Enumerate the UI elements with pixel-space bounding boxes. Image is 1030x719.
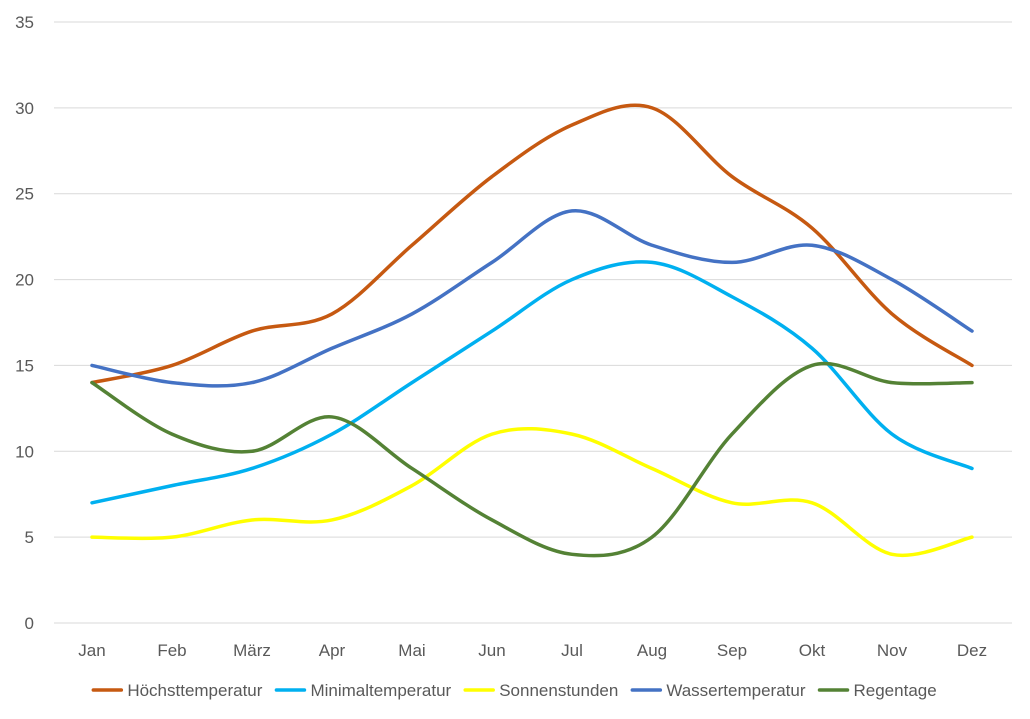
x-tick-label: Mai bbox=[398, 641, 425, 660]
x-tick-label: Feb bbox=[157, 641, 186, 660]
x-tick-label: Jan bbox=[78, 641, 105, 660]
y-tick-label: 20 bbox=[15, 271, 34, 290]
series-line-wassertemperatur bbox=[90, 209, 974, 388]
y-tick-label: 35 bbox=[15, 13, 34, 32]
series-line-hoechsttemperatur bbox=[90, 103, 974, 385]
y-tick-label: 10 bbox=[15, 442, 34, 461]
y-tick-label: 25 bbox=[15, 185, 34, 204]
y-tick-label: 0 bbox=[25, 614, 34, 633]
legend-label-regentage: Regentage bbox=[854, 681, 937, 700]
y-axis-ticks: 0 5 10 15 20 25 30 35 bbox=[15, 13, 34, 633]
legend-label-minimaltemperatur: Minimaltemperatur bbox=[310, 681, 451, 700]
legend-label-sonnenstunden: Sonnenstunden bbox=[499, 681, 618, 700]
x-tick-label: Nov bbox=[877, 641, 908, 660]
legend-label-hoechsttemperatur: Höchsttemperatur bbox=[127, 681, 262, 700]
series-line-regentage bbox=[90, 361, 974, 558]
series-line-minimaltemperatur bbox=[90, 260, 974, 505]
legend: Höchsttemperatur Minimaltemperatur Sonnens… bbox=[91, 681, 937, 700]
x-tick-label: März bbox=[233, 641, 271, 660]
y-tick-label: 30 bbox=[15, 99, 34, 118]
x-tick-label: Jul bbox=[561, 641, 583, 660]
x-tick-label: Aug bbox=[637, 641, 667, 660]
x-tick-label: Jun bbox=[478, 641, 505, 660]
x-tick-label: Apr bbox=[319, 641, 346, 660]
gridlines bbox=[54, 21, 1012, 624]
x-tick-label: Okt bbox=[799, 641, 826, 660]
x-axis-ticks: Jan Feb März Apr Mai Jun Jul Aug Sep Okt Nov Dez bbox=[78, 641, 987, 660]
series-line-sonnenstunden bbox=[90, 426, 974, 558]
x-tick-label: Sep bbox=[717, 641, 747, 660]
y-tick-label: 15 bbox=[15, 356, 34, 375]
y-tick-label: 5 bbox=[25, 528, 34, 547]
x-tick-label: Dez bbox=[957, 641, 987, 660]
series-lines bbox=[90, 103, 974, 558]
legend-label-wassertemperatur: Wassertemperatur bbox=[666, 681, 806, 700]
